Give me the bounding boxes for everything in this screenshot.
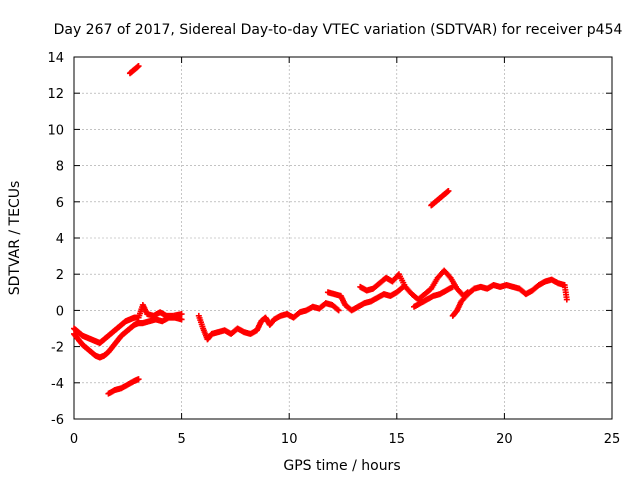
x-tick-label: 20: [496, 432, 513, 447]
data-point: [135, 376, 142, 383]
y-axis-label: SDTVAR / TECUs: [7, 181, 23, 296]
y-tick-label: 2: [56, 268, 64, 283]
data-point: [178, 311, 185, 318]
data-point: [334, 306, 341, 313]
series-hour-17-cluster: [428, 187, 452, 209]
data-point: [449, 283, 456, 290]
series-hours-13-18: [357, 267, 471, 303]
y-tick-label: -4: [51, 377, 64, 392]
x-tick-label: 5: [177, 432, 185, 447]
y-tick-label: 10: [47, 123, 64, 138]
data-point: [563, 296, 570, 303]
series-outlier-high: [126, 63, 142, 77]
x-tick-label: 10: [281, 432, 298, 447]
series-outlier-low: [105, 376, 142, 397]
data-point: [335, 307, 342, 314]
chart-title: Day 267 of 2017, Sidereal Day-to-day VTE…: [54, 22, 623, 38]
y-axis: -6 -4 -2 0 2 4 6 8 10 12 14: [47, 51, 612, 428]
series-main-high: [71, 301, 185, 346]
series-main-low: [71, 314, 185, 361]
series-hours-16-18: [411, 283, 456, 310]
y-tick-label: -6: [51, 413, 64, 428]
data-point: [445, 187, 452, 194]
data-points: [71, 63, 570, 397]
series-hours-6-10: [195, 300, 342, 343]
grid-lines: [74, 57, 612, 419]
data-point: [178, 316, 185, 323]
data-point: [135, 63, 142, 70]
series-hours-12-15: [324, 283, 407, 314]
y-tick-label: 8: [56, 160, 64, 175]
y-tick-label: 12: [47, 87, 64, 102]
y-tick-label: 0: [56, 304, 64, 319]
y-tick-label: 6: [56, 196, 64, 211]
x-axis: 0 5 10 15 20 25: [70, 57, 620, 447]
x-axis-label: GPS time / hours: [283, 458, 400, 474]
y-tick-label: 14: [47, 51, 64, 66]
y-tick-label: 4: [56, 232, 64, 247]
y-tick-label: -2: [51, 341, 64, 356]
x-tick-label: 15: [389, 432, 406, 447]
x-tick-label: 25: [604, 432, 621, 447]
series-hours-17-23: [449, 276, 570, 319]
x-tick-label: 0: [70, 432, 78, 447]
